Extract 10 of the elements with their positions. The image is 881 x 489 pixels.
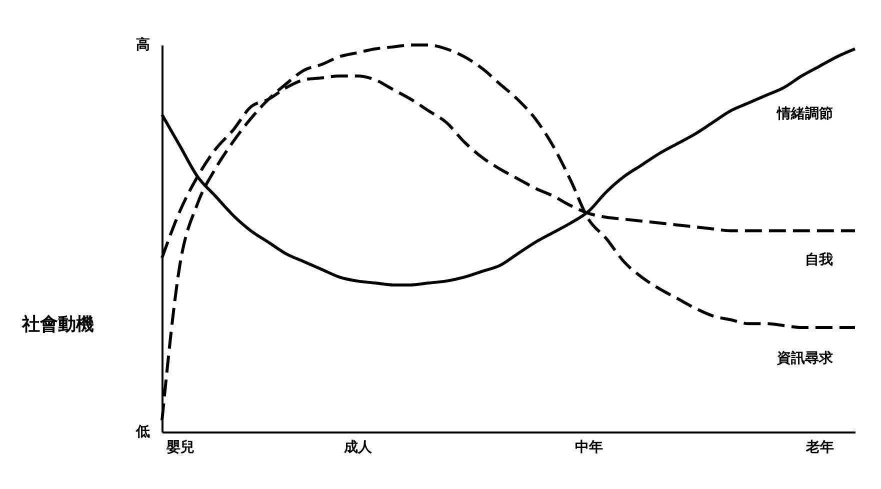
x-tick-label: 嬰兒 [165,440,194,456]
x-tick-label: 老年 [804,440,834,456]
y-axis-title: 社會動機 [21,314,94,335]
series-label: 情緒調節 [776,104,833,122]
x-tick-label: 成人 [342,440,373,456]
text: 低 [135,424,150,440]
text: 高 [136,36,150,53]
series-label: 資訊尋求 [776,350,834,367]
series-label: 自我 [805,252,833,268]
x-tick-label: 中年 [574,440,603,456]
